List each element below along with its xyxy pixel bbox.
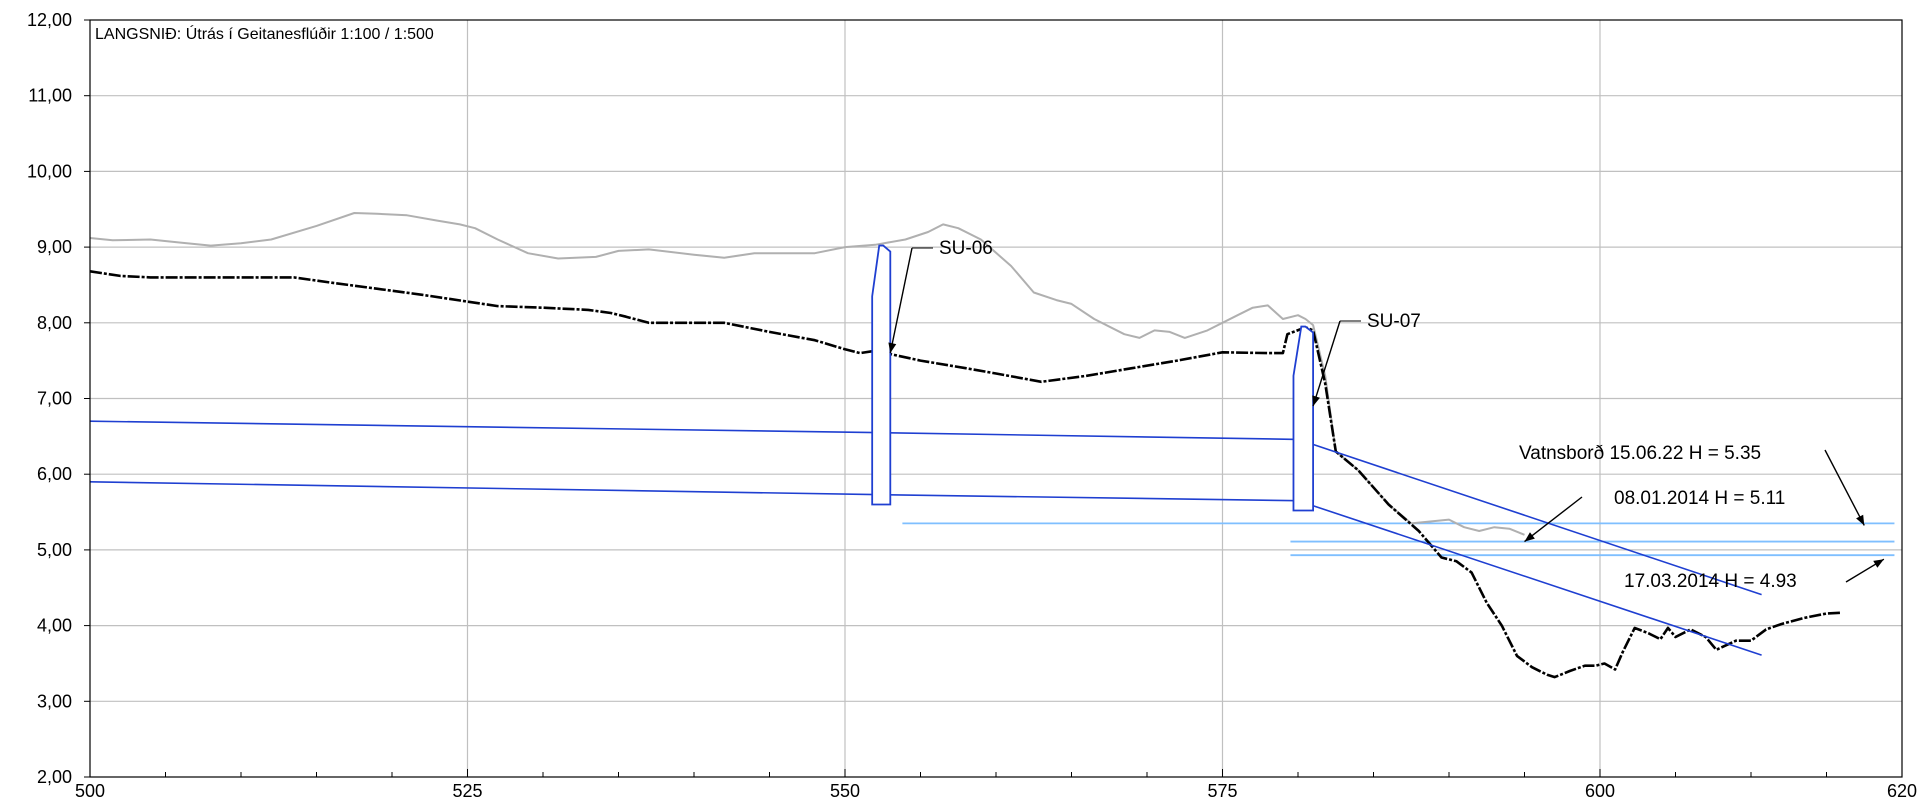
y-tick-label: 5,00 (37, 540, 72, 560)
x-tick-label: 600 (1585, 781, 1615, 801)
water-level-label-2022: Vatnsborð 15.06.22 H = 5.35 (1519, 443, 1761, 464)
pipe-top-line (89, 420, 1762, 596)
series-lines (89, 212, 1842, 679)
grid (90, 20, 1902, 777)
axis-ticks (84, 19, 1903, 778)
su-06-arrowhead (888, 342, 897, 354)
chart-title: LANGSNIÐ: Útrás í Geitanesflúðir 1:100 /… (95, 24, 434, 43)
y-tick-label: 3,00 (37, 691, 72, 711)
water-level-lines (902, 522, 1895, 557)
y-tick-label: 12,00 (27, 10, 72, 30)
y-tick-label: 4,00 (37, 616, 72, 636)
y-tick-label: 8,00 (37, 313, 72, 333)
water-2022-arrowhead (1856, 514, 1865, 526)
water-2022-leader (1824, 449, 1865, 526)
water-2014-03-arrowhead (1873, 559, 1884, 568)
tick-labels: 2,00 3,00 4,00 5,00 6,00 7,00 8,00 9,00 10,00 11,… (27, 10, 1917, 801)
water-2014-01-leader (1524, 496, 1583, 543)
water-2014-01-arrowhead (1524, 532, 1535, 542)
x-tick-label: 575 (1207, 781, 1237, 801)
manhole-label-su-07: SU-07 (1367, 311, 1421, 332)
y-tick-label: 7,00 (37, 389, 72, 409)
annotations: SU-06 SU-07 Vatnsborð 15.06.22 H = 5.35 08.… (888, 238, 1885, 592)
water-level-label-2014-01: 08.01.2014 H = 5.11 (1614, 488, 1785, 509)
y-tick-label: 9,00 (37, 237, 72, 257)
y-tick-label: 6,00 (37, 464, 72, 484)
x-tick-label: 550 (830, 781, 860, 801)
manhole-label-su-06: SU-06 (939, 238, 993, 259)
pipe-bottom-line (89, 481, 1762, 656)
y-tick-label: 2,00 (37, 767, 72, 787)
manhole-su-07 (1292, 325, 1314, 512)
y-tick-label: 10,00 (27, 161, 72, 181)
su-06-leader (889, 247, 913, 354)
water-level-label-2014-03: 17.03.2014 H = 4.93 (1624, 571, 1797, 592)
x-tick-label: 620 (1887, 781, 1917, 801)
manhole-su-06 (871, 244, 892, 506)
ground-line (89, 270, 1842, 679)
su-07-leader (1312, 320, 1341, 407)
x-tick-label: 525 (452, 781, 482, 801)
y-tick-label: 11,00 (28, 86, 72, 106)
x-tick-label: 500 (75, 781, 105, 801)
manholes (871, 244, 1314, 512)
su-07-arrowhead (1312, 395, 1320, 407)
